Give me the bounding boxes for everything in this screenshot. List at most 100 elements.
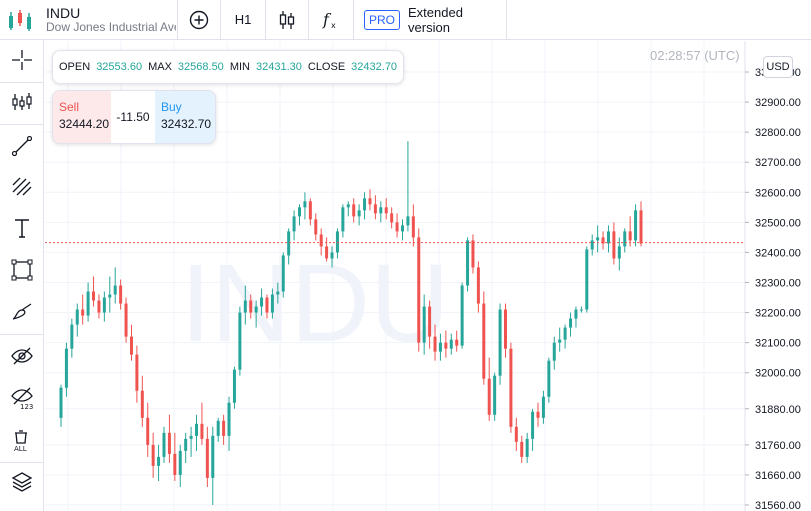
candle-body (222, 420, 226, 436)
candle-body (119, 285, 123, 304)
candle-body (520, 441, 524, 457)
price-tick-label: 32900.00 (755, 97, 801, 109)
candle-body (249, 300, 253, 313)
add-symbol-button[interactable] (178, 0, 220, 39)
candle-body (308, 201, 312, 220)
delete-all-tool[interactable]: ALL (0, 422, 44, 458)
candle-body (86, 291, 90, 316)
candle-body (628, 231, 632, 241)
hide-drawings-123-tool[interactable]: 123 (0, 380, 44, 416)
extended-version-button[interactable]: PRO Extended version (354, 0, 506, 39)
candle-body (455, 339, 459, 346)
fib-tool[interactable] (0, 168, 44, 204)
sell-button[interactable]: Sell 32444.20 (53, 91, 111, 143)
sell-price: 32444.20 (59, 117, 110, 131)
candle-body (341, 207, 345, 232)
candle-body (498, 309, 502, 376)
close-value: 32432.70 (351, 61, 398, 73)
candle-body (569, 318, 573, 328)
candle-body (146, 417, 150, 445)
candle-body (59, 387, 63, 418)
fib-icon (12, 177, 32, 196)
candle-body (265, 297, 269, 313)
candle-body (395, 222, 399, 232)
candle-body (200, 423, 204, 439)
candle-body (612, 231, 616, 259)
trend-line-tool[interactable] (0, 128, 44, 164)
candle-body (357, 210, 361, 217)
candle-body (276, 291, 280, 295)
toolbar-divider (177, 0, 178, 40)
candle-body (617, 246, 621, 259)
price-tick-label: 31880.00 (755, 404, 801, 416)
hide-drawings-tool[interactable] (0, 338, 44, 374)
tool-divider (0, 82, 44, 83)
candle-body (411, 216, 415, 238)
candle-body (400, 225, 404, 232)
candle-body (390, 213, 394, 223)
candle-body (195, 423, 199, 436)
candle-body (558, 339, 562, 343)
min-value: 32431.30 (255, 61, 302, 73)
brush-tool[interactable] (0, 294, 44, 330)
candle-body (493, 375, 497, 415)
crosshair-tool[interactable] (0, 42, 44, 78)
sell-label: Sell (59, 100, 80, 114)
candle-body (384, 207, 388, 214)
candle-body (503, 309, 507, 349)
candle-body (379, 207, 383, 214)
candle-body (601, 237, 605, 244)
candle-body (606, 231, 610, 244)
delete-all-icon: ALL (14, 430, 27, 452)
candle-body (590, 240, 594, 250)
candle-body (363, 198, 367, 211)
candle-body (319, 234, 323, 247)
candle-body (81, 309, 85, 316)
candle-body (102, 297, 106, 313)
candle-body (438, 342, 442, 352)
candle-body (623, 231, 627, 247)
toolbar-divider (506, 0, 507, 40)
spread-value: -11.50 (111, 91, 155, 143)
chart-type-button[interactable] (266, 0, 308, 39)
candle-body (216, 420, 220, 436)
text-icon (15, 219, 29, 238)
price-scale[interactable]: 31560.00 31660.00 31760.00 31880.00 32000.00… (745, 67, 801, 511)
candle-body (514, 426, 518, 442)
price-tick-label: 32600.00 (755, 187, 801, 199)
currency-button[interactable]: USD (763, 56, 793, 78)
symbol-name[interactable]: INDU (46, 5, 81, 21)
rectangle-tool[interactable] (0, 252, 44, 288)
candle-body (525, 438, 529, 457)
timeframe-button[interactable]: H1 (234, 12, 252, 27)
layers-icon (11, 472, 33, 492)
trend-line-icon (11, 135, 33, 157)
layers-tool[interactable] (0, 464, 44, 500)
min-label: MIN (229, 61, 250, 73)
symbol-watermark: INDU (181, 242, 450, 365)
indicators-tool[interactable] (0, 84, 44, 120)
candle-body (124, 303, 128, 337)
text-tool[interactable] (0, 210, 44, 246)
candle-body (541, 396, 545, 418)
add-circle-icon (189, 10, 209, 29)
candle-body (536, 411, 540, 418)
candle-body (211, 435, 215, 478)
price-chart[interactable]: INDU 31560.00 31660.00 31760.00 31880.00 320… (45, 41, 811, 511)
candle-body (509, 348, 513, 427)
candles-layer (59, 141, 643, 505)
candle-body (113, 285, 117, 295)
candle-body (298, 207, 302, 217)
candle-body (596, 237, 600, 241)
candle-body (563, 327, 567, 340)
candle-body (466, 240, 470, 286)
top-toolbar: INDU Dow Jones Industrial Average H1 fx … (0, 0, 811, 40)
candle-body (189, 435, 193, 439)
candle-body (173, 453, 177, 475)
candle-body (232, 369, 236, 403)
price-tick-label: 32400.00 (755, 247, 801, 259)
buy-button[interactable]: Buy 32432.70 (155, 91, 215, 143)
svg-text:x: x (331, 21, 336, 30)
brush-icon (12, 303, 32, 320)
